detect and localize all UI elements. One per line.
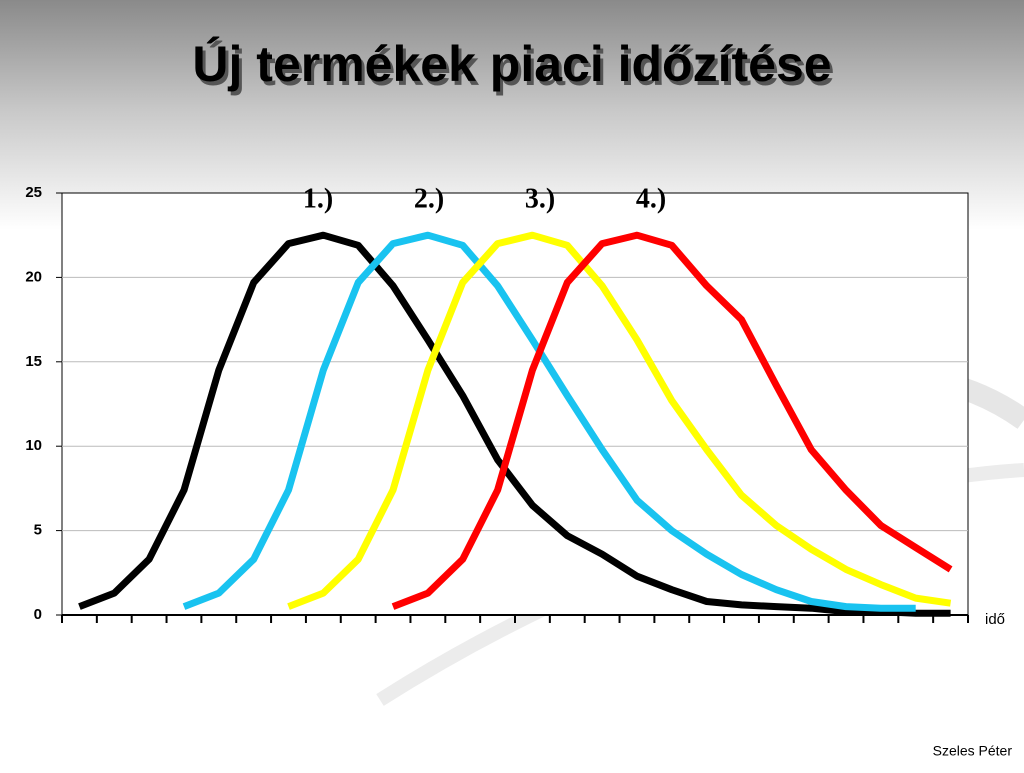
annotation: 2.) bbox=[414, 183, 444, 214]
y-tick-label: 25 bbox=[25, 184, 42, 201]
y-tick-label: 15 bbox=[25, 353, 42, 370]
series-line bbox=[287, 231, 952, 610]
y-tick-label: 0 bbox=[34, 606, 42, 623]
annotation: 3.) bbox=[525, 183, 555, 214]
title: Új termékek piaci időzítése bbox=[192, 36, 831, 92]
plot-area bbox=[61, 192, 969, 616]
y-tick-label: 10 bbox=[25, 437, 42, 454]
title-shadow: Új termékek piaci időzítése bbox=[195, 40, 834, 96]
y-tick-label: 5 bbox=[34, 522, 42, 539]
author: Szeles Péter bbox=[933, 743, 1013, 759]
y-tick-label: 20 bbox=[25, 268, 42, 285]
annotation: 4.) bbox=[636, 183, 666, 214]
series-line bbox=[78, 231, 951, 617]
series-line bbox=[182, 231, 916, 612]
x-axis-label: idő bbox=[985, 611, 1005, 628]
series-line bbox=[391, 231, 953, 610]
annotation: 1.) bbox=[303, 183, 333, 214]
